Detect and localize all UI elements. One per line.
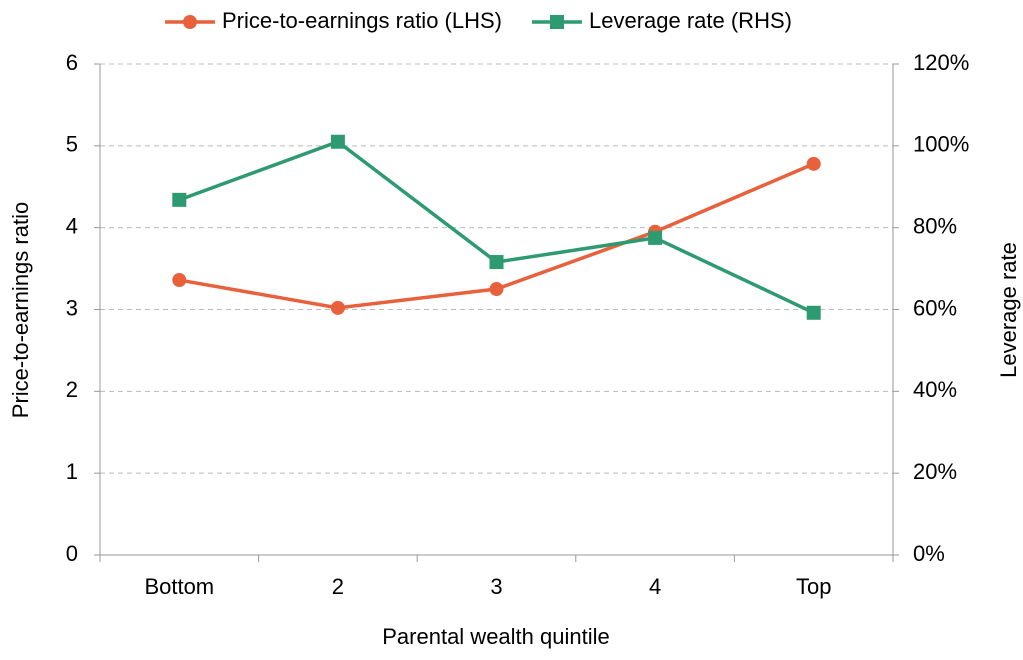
x-tick-label: 2 bbox=[332, 574, 344, 599]
marker bbox=[806, 305, 821, 320]
y-tick-label: 1 bbox=[66, 459, 78, 484]
x-tick-label: Bottom bbox=[144, 574, 214, 599]
y2-tick-label: 120% bbox=[913, 50, 969, 75]
x-tick-label: 4 bbox=[649, 574, 661, 599]
y2-tick-label: 40% bbox=[913, 377, 957, 402]
legend-label: Leverage rate (RHS) bbox=[589, 8, 792, 33]
y-tick-label: 0 bbox=[66, 541, 78, 566]
marker bbox=[489, 282, 504, 297]
y-tick-label: 5 bbox=[66, 132, 78, 157]
marker bbox=[489, 255, 504, 270]
y-tick-label: 6 bbox=[66, 50, 78, 75]
marker bbox=[172, 273, 187, 288]
marker bbox=[806, 156, 821, 171]
marker bbox=[330, 300, 345, 315]
y-tick-label: 4 bbox=[66, 213, 78, 238]
y-tick-label: 3 bbox=[66, 295, 78, 320]
y-axis-label: Price-to-earnings ratio bbox=[8, 202, 33, 418]
x-tick-label: Top bbox=[796, 574, 831, 599]
y2-tick-label: 80% bbox=[913, 213, 957, 238]
x-axis-label: Parental wealth quintile bbox=[382, 624, 609, 649]
legend-marker bbox=[183, 15, 197, 29]
legend-marker bbox=[549, 15, 564, 29]
y2-tick-label: 60% bbox=[913, 295, 957, 320]
y2-axis-label: Leverage rate bbox=[996, 242, 1021, 378]
y2-tick-label: 0% bbox=[913, 541, 945, 566]
y-tick-label: 2 bbox=[66, 377, 78, 402]
y2-tick-label: 20% bbox=[913, 459, 957, 484]
marker bbox=[330, 134, 345, 149]
marker bbox=[172, 192, 187, 207]
y2-tick-label: 100% bbox=[913, 132, 969, 157]
marker bbox=[648, 230, 663, 245]
x-tick-label: 3 bbox=[490, 574, 502, 599]
legend-label: Price-to-earnings ratio (LHS) bbox=[222, 8, 502, 33]
